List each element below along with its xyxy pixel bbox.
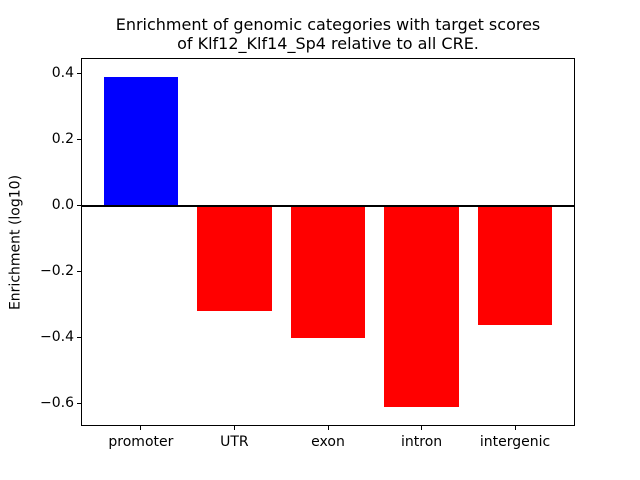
chart-title-line2: of Klf12_Klf14_Sp4 relative to all CRE. bbox=[177, 34, 479, 53]
bar-promoter bbox=[103, 77, 179, 206]
y-tick-label: −0.6 bbox=[40, 395, 74, 412]
y-tick-mark bbox=[77, 403, 81, 405]
y-tick-mark bbox=[77, 205, 81, 207]
y-tick-label: 0.0 bbox=[51, 197, 74, 214]
bar-intron bbox=[384, 205, 459, 408]
y-tick-label: −0.4 bbox=[40, 329, 74, 346]
x-tick-mark bbox=[514, 426, 516, 430]
x-tick-mark bbox=[327, 426, 329, 430]
x-tick-label-intergenic: intergenic bbox=[479, 434, 551, 450]
x-tick-label-exon: exon bbox=[311, 434, 345, 450]
x-tick-label-promoter: promoter bbox=[108, 434, 174, 450]
x-tick-label-intron: intron bbox=[401, 434, 443, 450]
y-tick-label: −0.2 bbox=[40, 263, 74, 280]
x-tick-mark bbox=[233, 426, 235, 430]
y-tick-label: 0.2 bbox=[51, 131, 74, 148]
y-tick-mark bbox=[77, 139, 81, 141]
y-tick-mark bbox=[77, 73, 81, 75]
x-tick-mark bbox=[421, 426, 423, 430]
x-tick-label-UTR: UTR bbox=[220, 434, 249, 450]
chart-title: Enrichment of genomic categories with ta… bbox=[81, 15, 575, 53]
bar-intergenic bbox=[477, 205, 553, 325]
bar-exon bbox=[290, 205, 366, 338]
y-tick-mark bbox=[77, 271, 81, 273]
chart-title-line1: Enrichment of genomic categories with ta… bbox=[115, 15, 541, 34]
bar-UTR bbox=[197, 205, 272, 312]
x-tick-mark bbox=[140, 426, 142, 430]
y-tick-label: 0.4 bbox=[51, 65, 74, 82]
y-axis-label: Enrichment (log10) bbox=[7, 174, 24, 311]
zero-line bbox=[81, 204, 575, 207]
y-tick-mark bbox=[77, 337, 81, 339]
